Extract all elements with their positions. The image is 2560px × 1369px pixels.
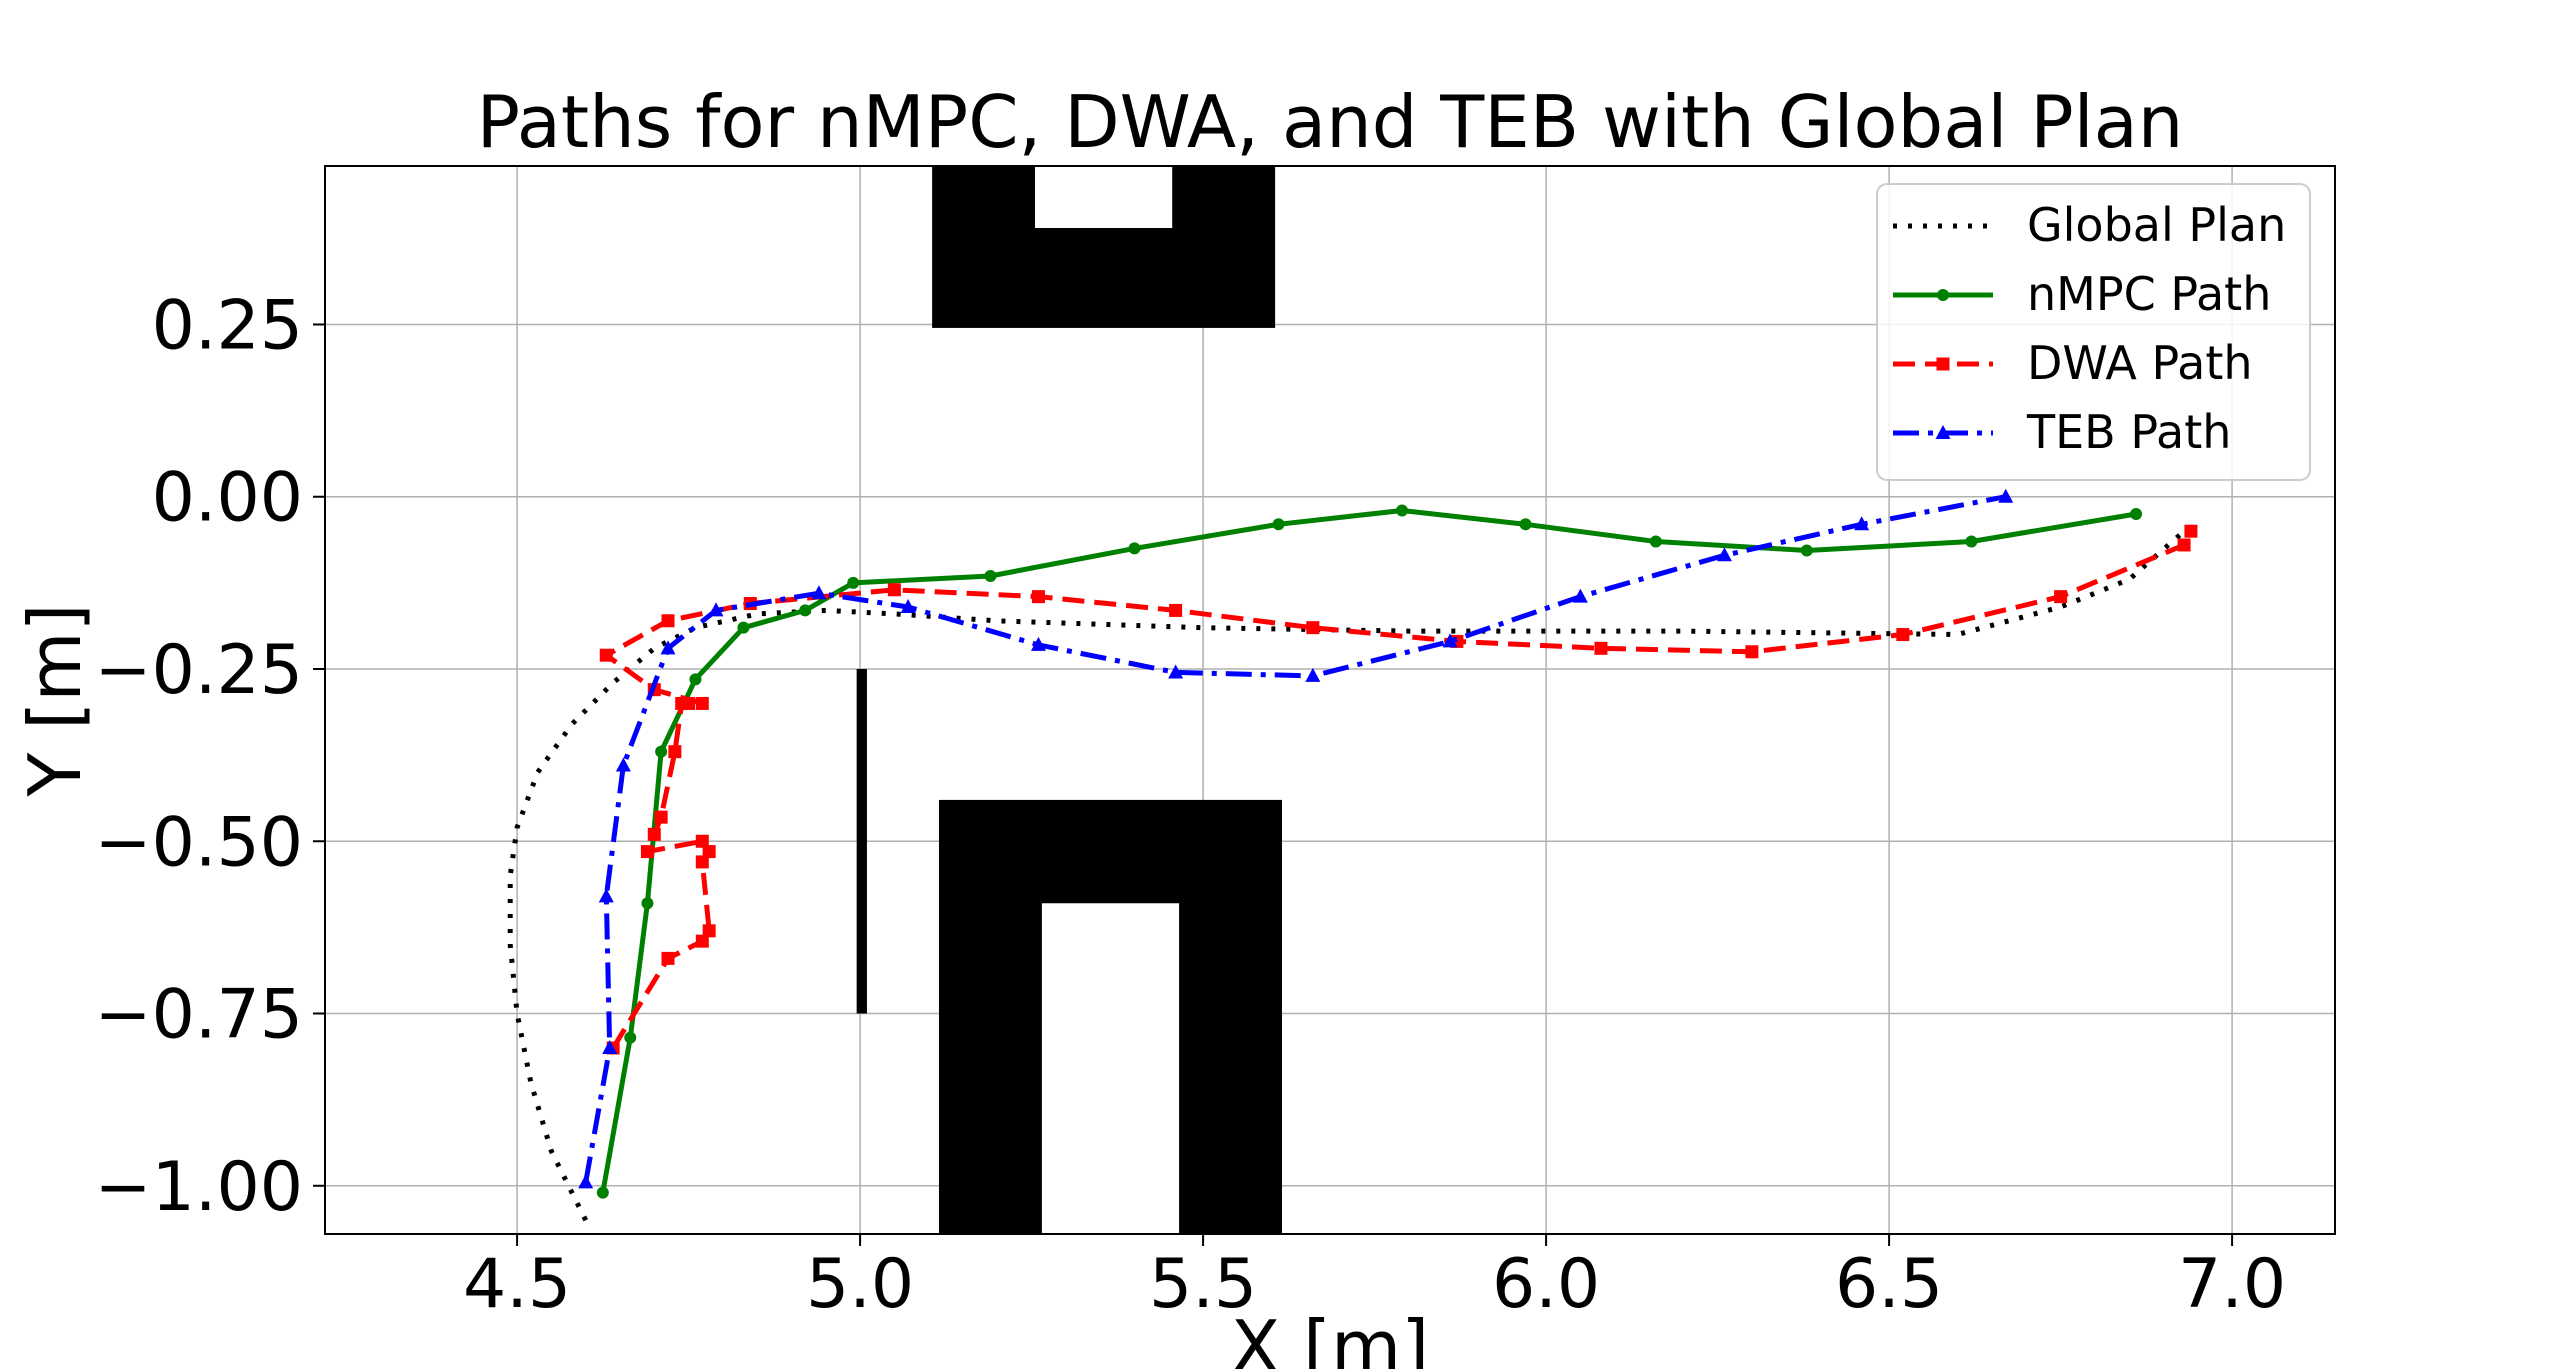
data-point [1031,590,1045,604]
data-point [2054,590,2068,604]
data-point [640,845,654,859]
data-point [1965,535,1978,548]
data-point [624,1031,637,1044]
data-point [596,1186,609,1199]
data-point [1936,357,1950,371]
data-point [1442,633,1458,648]
data-point [695,696,709,710]
x-tick-label: 5.0 [806,1245,914,1324]
data-point [578,1174,594,1189]
data-point [1800,544,1813,557]
series-teb-path [578,488,2014,1189]
data-point [1306,621,1320,635]
y-axis-ticks: 0.25 0.00 −0.25 −0.50 −0.75 −1.00 [95,286,325,1227]
data-point [847,576,860,589]
data-point [900,598,916,613]
x-tick-label: 5.5 [1149,1245,1257,1324]
data-point [1030,636,1046,651]
y-tick-label: 0.00 [152,459,303,538]
data-point [661,614,675,628]
legend-label: TEB Path [2026,405,2231,459]
data-point [1519,518,1532,531]
data-point [1998,488,2014,503]
data-point [599,648,613,662]
data-point [1937,289,1949,301]
plot-frame [324,165,2336,1235]
data-point [654,810,668,824]
y-axis-label: Y [m] [13,603,97,797]
data-point [1854,516,1870,531]
legend-box [1876,183,2311,481]
x-tick-label: 4.5 [463,1245,571,1324]
series-nmpc-path [596,504,2143,1199]
y-tick-label: −1.00 [95,1148,303,1227]
data-point [702,924,716,938]
legend-label: Global Plan [2027,198,2286,252]
obstacle-gap [1041,903,1180,1234]
data-point [655,745,668,758]
data-point [695,855,709,869]
data-point [984,569,997,582]
legend-label: DWA Path [2027,336,2253,390]
data-point [1896,628,1910,642]
y-tick-label: −0.75 [95,976,303,1055]
data-point [695,834,709,848]
data-point [647,827,661,841]
data-point [1935,425,1951,439]
data-point [1716,547,1732,562]
x-axis-label: X [m] [1231,1305,1430,1369]
obstacle [856,668,867,1014]
data-point [695,934,709,948]
y-tick-label: 0.25 [152,286,303,365]
data-point [1168,664,1184,679]
x-axis-ticks: 4.5 5.0 5.5 6.0 6.5 7.0 [463,1234,2286,1324]
data-point [602,1039,618,1054]
data-point [1572,588,1588,603]
data-point [689,673,702,686]
data-point [887,583,901,597]
data-point [799,604,812,617]
chart-title: Paths for nMPC, DWA, and TEB with Global… [477,80,2184,164]
x-tick-label: 7.0 [2178,1245,2286,1324]
data-point [661,951,675,965]
data-point [1396,504,1409,517]
obstacle-gap [1035,166,1173,229]
series-layer [507,488,2198,1222]
data-point [682,696,696,710]
data-point [811,585,827,600]
data-point [2130,507,2143,520]
data-point [737,621,750,634]
data-point [1169,603,1183,617]
y-tick-label: −0.50 [95,803,303,882]
legend-label: nMPC Path [2027,267,2271,321]
data-point [615,757,631,772]
data-point [598,888,614,903]
data-point [660,640,676,655]
data-point [1745,645,1759,659]
data-point [1272,518,1285,531]
x-tick-label: 6.0 [1492,1245,1600,1324]
data-point [668,745,682,759]
x-tick-label: 6.5 [1835,1245,1943,1324]
data-point [1305,667,1321,682]
data-point [708,602,724,617]
data-point [1128,542,1141,555]
y-tick-label: −0.25 [95,631,303,710]
data-point [1649,535,1662,548]
series-line [583,494,2007,1183]
data-point [641,897,654,910]
data-point [2177,538,2191,552]
obstacles [856,166,1282,1234]
data-point [702,845,716,859]
legend: Global Plan nMPC Path DWA Path TEB Path [1876,183,2311,481]
data-point [2184,524,2198,538]
data-point [1594,641,1608,655]
